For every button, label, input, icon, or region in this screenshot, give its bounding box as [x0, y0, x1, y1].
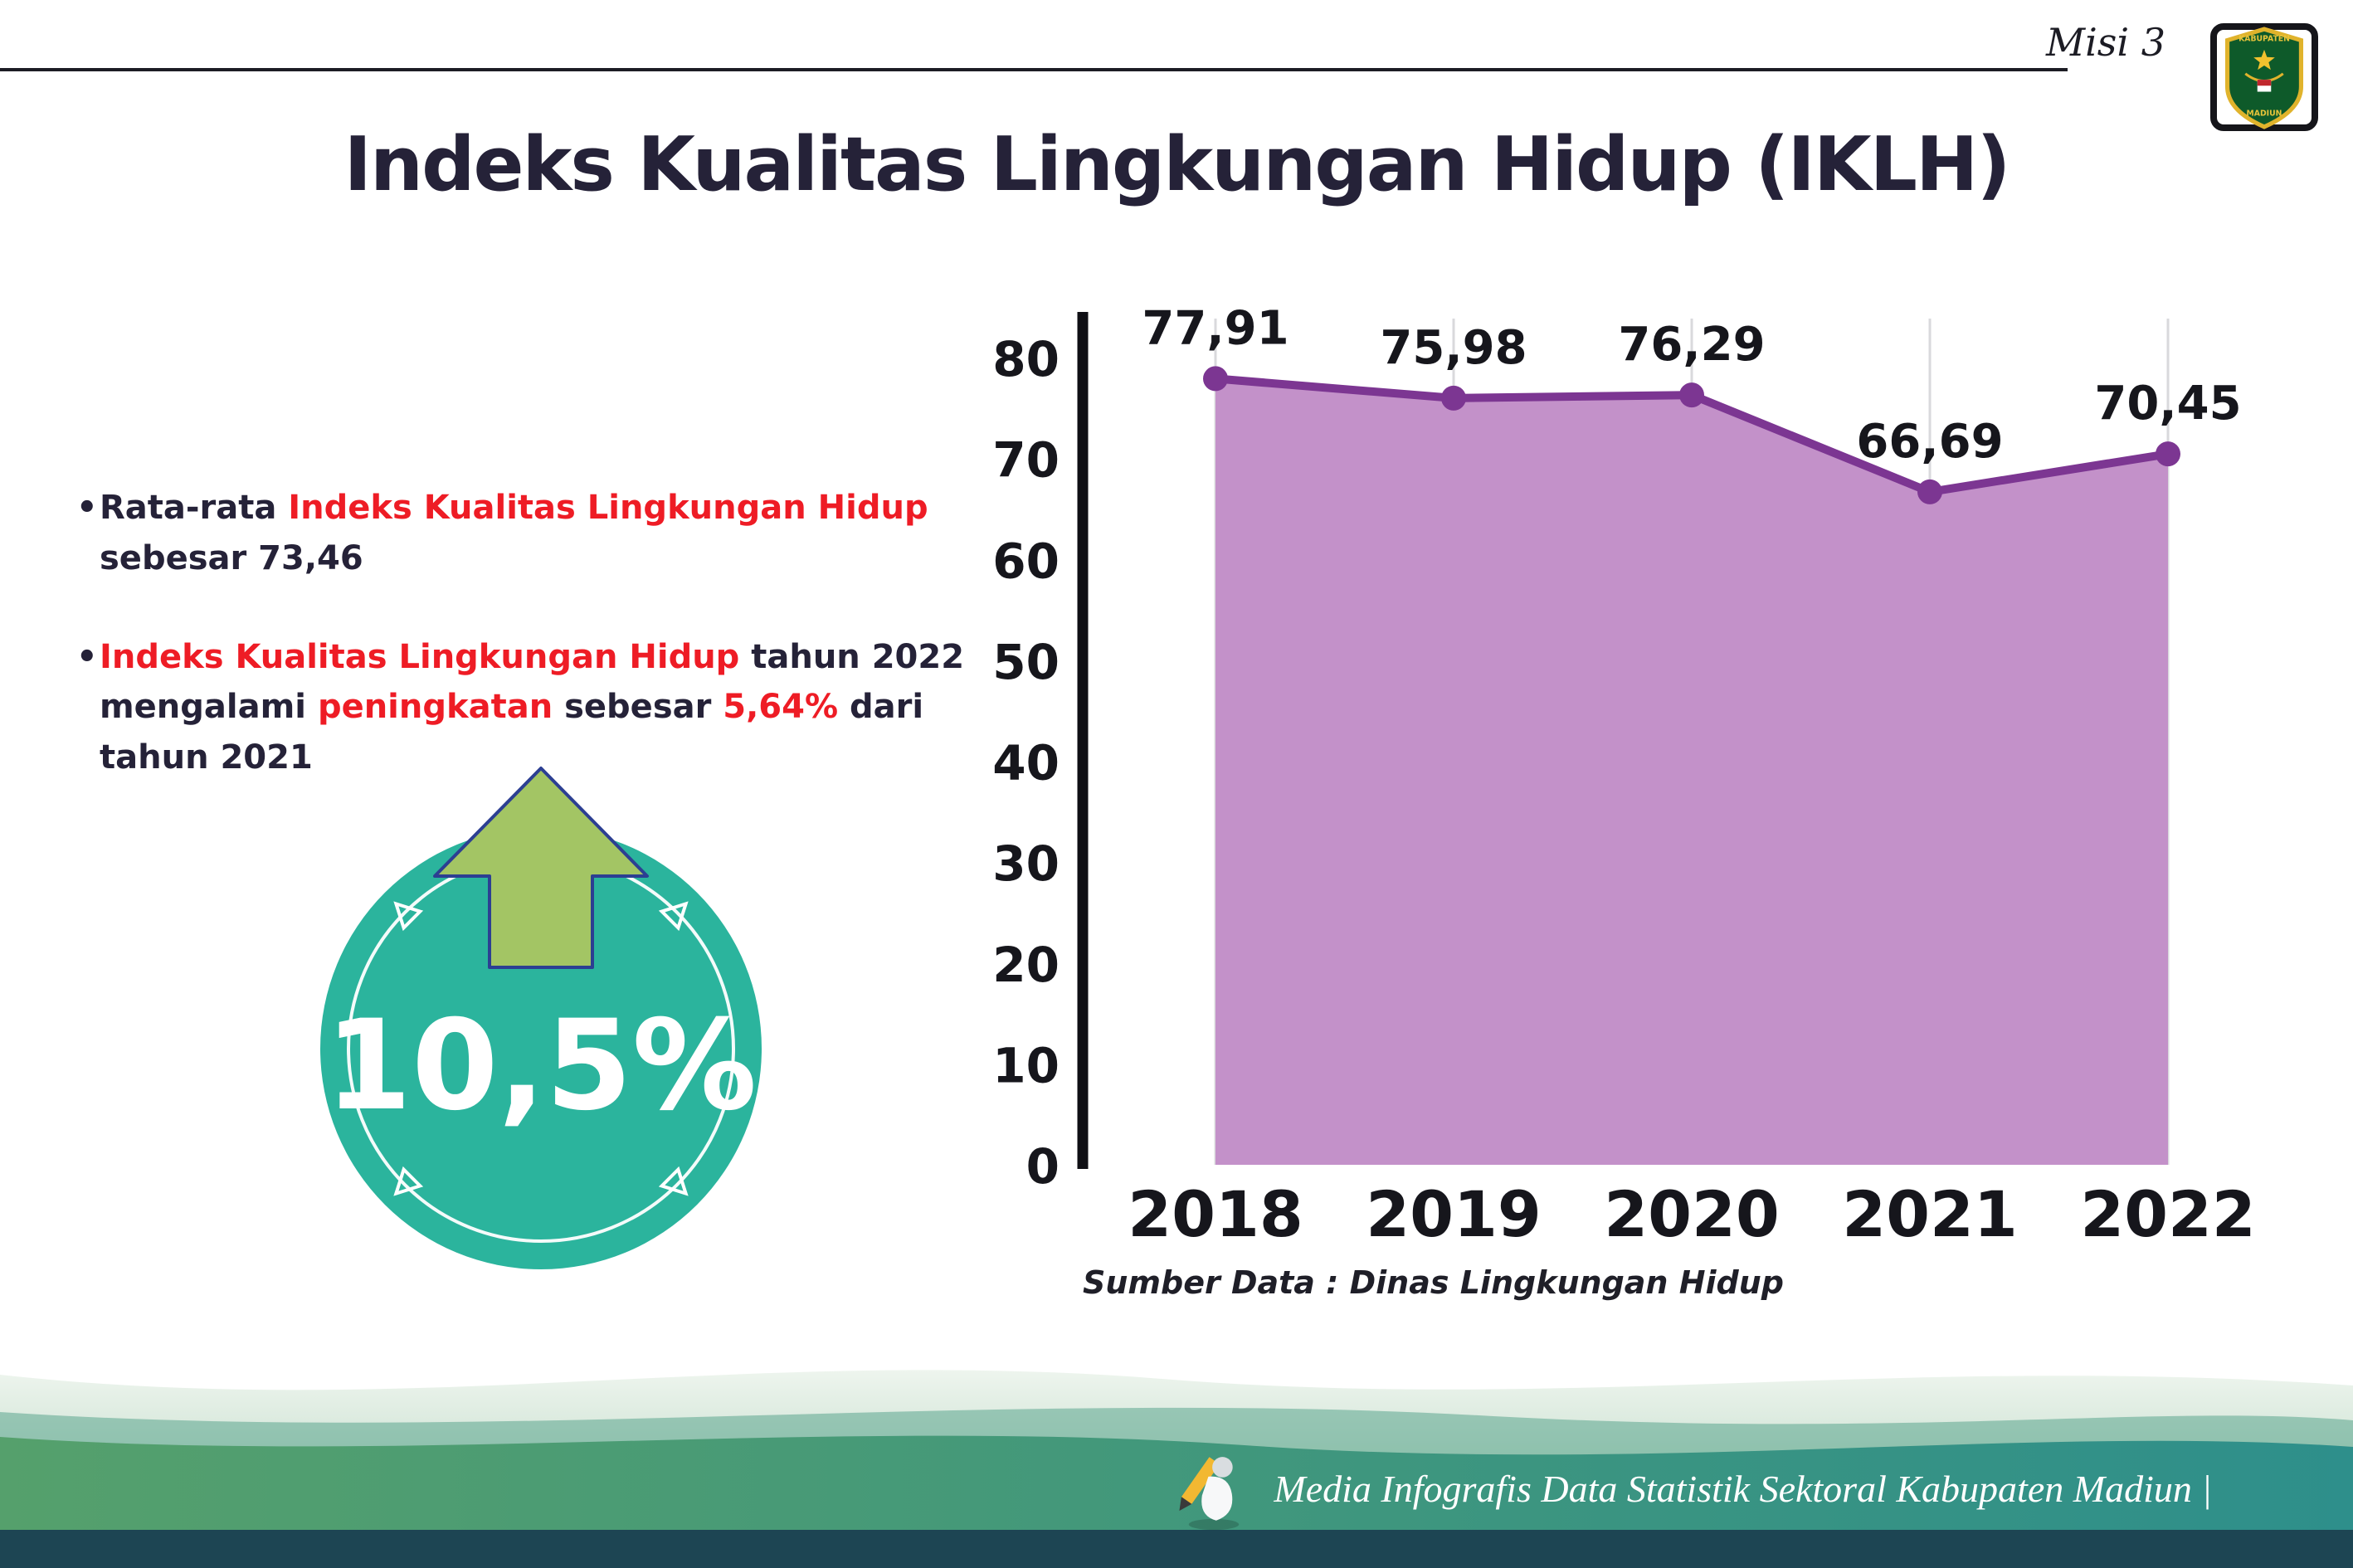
- iklh-area-chart: 77,91 75,98 76,29 66,69 70,45 0 10 20 30 40 50 60 70…: [954, 299, 2353, 1261]
- data-label: 75,98: [1380, 321, 1527, 375]
- data-point: [1679, 382, 1704, 408]
- bullet-item: • Rata-rata Indeks Kualitas Lingkungan Hi…: [76, 483, 989, 584]
- y-tick-label: 0: [1026, 1138, 1060, 1195]
- crest-banner-stripe: [2257, 80, 2272, 86]
- crest-bottom-text: MADIUN: [2247, 109, 2282, 118]
- x-tick-label: 2021: [1842, 1177, 2018, 1251]
- x-tick-label: 2020: [1604, 1177, 1780, 1251]
- up-arrow-icon: [433, 767, 649, 969]
- data-point: [1203, 366, 1228, 392]
- badge-value: 10,5%: [325, 994, 757, 1138]
- bullet-text-segment: sebesar: [553, 688, 723, 727]
- header-rule: [0, 68, 2068, 71]
- data-label: 70,45: [2094, 377, 2241, 431]
- mascot-body: [1201, 1476, 1233, 1521]
- data-label: 76,29: [1618, 318, 1765, 372]
- bullet-dot: •: [76, 637, 98, 676]
- bullet-text-segment: 5,64%: [723, 688, 839, 727]
- crest-star-icon: [2253, 49, 2275, 71]
- bullet-text-segment: peningkatan: [317, 688, 553, 727]
- x-tick-label: 2019: [1366, 1177, 1542, 1251]
- y-tick-label: 40: [992, 735, 1060, 791]
- y-tick-label: 70: [992, 432, 1060, 489]
- chart-svg: 77,91 75,98 76,29 66,69 70,45 0 10 20 30 40 50 60 70…: [992, 301, 2256, 1251]
- footer-wave-art: [0, 1370, 2353, 1568]
- y-tick-label: 60: [992, 533, 1060, 589]
- bullet-text-segment: Indeks Kualitas Lingkungan Hidup: [288, 489, 928, 527]
- x-tick-label: 2022: [2080, 1177, 2256, 1251]
- crest-shield: [2224, 27, 2304, 129]
- footer-credit-text: Media Infografis Data Statistik Sektoral…: [1274, 1467, 2212, 1510]
- y-tick-label: 30: [992, 835, 1060, 892]
- pencil-icon: [1181, 1457, 1220, 1504]
- bullet-dot: •: [76, 489, 98, 527]
- mascot-icon: [1179, 1457, 1240, 1531]
- crest-top-text: KABUPATEN: [2239, 35, 2290, 44]
- y-tick-label: 20: [992, 937, 1060, 993]
- badge-ring-triangles: [393, 901, 689, 1196]
- bullet-text-segment: sebesar 73,46: [100, 538, 363, 577]
- summary-bullets: • Rata-rata Indeks Kualitas Lingkungan Hi…: [76, 483, 989, 831]
- data-label: 66,69: [1856, 415, 2003, 469]
- footer-credit: Media Infografis Data Statistik Sektoral…: [1171, 1445, 2212, 1531]
- bullet-text-segment: Indeks Kualitas Lingkungan Hidup: [100, 637, 740, 676]
- footer-bottom-strip: [0, 1530, 2353, 1568]
- data-point: [1441, 385, 1466, 411]
- badge-circle: [320, 828, 762, 1269]
- data-label: 77,91: [1142, 301, 1289, 355]
- y-tick-label: 50: [992, 634, 1060, 690]
- increase-badge: 10,5%: [320, 767, 762, 1269]
- x-tick-label: 2018: [1128, 1177, 1303, 1251]
- data-point: [2156, 441, 2180, 467]
- area-fill: [1215, 378, 2168, 1165]
- kabupaten-madiun-logo-icon: KABUPATEN MADIUN: [2224, 27, 2304, 129]
- y-tick-label: 80: [992, 331, 1060, 387]
- source-note: Sumber Data : Dinas Lingkungan Hidup: [1083, 1264, 1784, 1301]
- mascot-shadow: [1189, 1518, 1240, 1531]
- bullet-text-segment: Rata-rata: [100, 489, 289, 527]
- page-title: Indeks Kualitas Lingkungan Hidup (IKLH): [343, 121, 2011, 208]
- pencil-tip: [1179, 1497, 1192, 1511]
- bullet-text-segment: dari tahun 2021: [100, 688, 924, 777]
- misi-label: Misi 3: [2045, 20, 2165, 65]
- y-tick-label: 10: [992, 1037, 1060, 1093]
- bullet-text-segment: tahun 2022 mengalami: [100, 637, 965, 727]
- mascot-head: [1212, 1457, 1234, 1478]
- bullet-item: • Indeks Kualitas Lingkungan Hidup tahun …: [76, 632, 989, 783]
- data-point: [1917, 479, 1942, 504]
